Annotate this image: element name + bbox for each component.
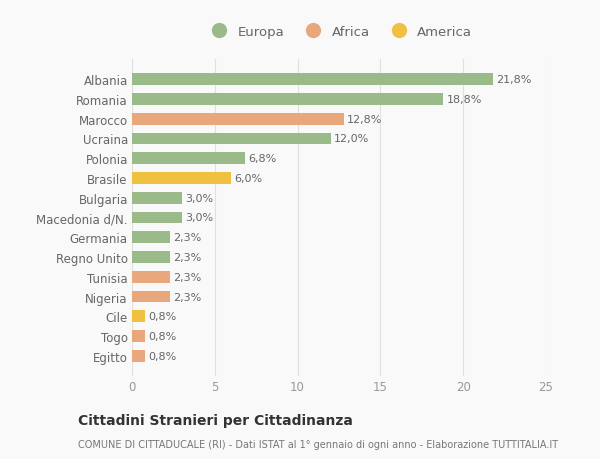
Bar xyxy=(132,350,145,362)
Bar xyxy=(132,271,170,283)
Bar xyxy=(132,252,170,263)
Bar xyxy=(132,311,145,323)
Bar xyxy=(132,212,182,224)
Bar xyxy=(132,291,170,303)
Text: 6,0%: 6,0% xyxy=(235,174,263,184)
Bar xyxy=(132,113,344,125)
Text: 6,8%: 6,8% xyxy=(248,154,276,164)
Text: 2,3%: 2,3% xyxy=(173,252,202,263)
Text: 2,3%: 2,3% xyxy=(173,233,202,243)
Text: 3,0%: 3,0% xyxy=(185,193,213,203)
Text: 2,3%: 2,3% xyxy=(173,272,202,282)
Text: 3,0%: 3,0% xyxy=(185,213,213,223)
Legend: Europa, Africa, America: Europa, Africa, America xyxy=(202,22,476,43)
Text: 0,8%: 0,8% xyxy=(149,351,177,361)
Text: 12,0%: 12,0% xyxy=(334,134,369,144)
Bar xyxy=(132,330,145,342)
Text: 12,8%: 12,8% xyxy=(347,114,383,124)
Text: 18,8%: 18,8% xyxy=(446,95,482,105)
Bar xyxy=(132,192,182,204)
Text: 0,8%: 0,8% xyxy=(149,312,177,322)
Text: 2,3%: 2,3% xyxy=(173,292,202,302)
Bar xyxy=(132,173,232,185)
Text: 21,8%: 21,8% xyxy=(496,75,532,85)
Bar xyxy=(132,232,170,244)
Bar xyxy=(132,74,493,86)
Text: 0,8%: 0,8% xyxy=(149,331,177,341)
Text: COMUNE DI CITTADUCALE (RI) - Dati ISTAT al 1° gennaio di ogni anno - Elaborazion: COMUNE DI CITTADUCALE (RI) - Dati ISTAT … xyxy=(78,440,558,449)
Bar xyxy=(132,153,245,165)
Bar xyxy=(132,94,443,106)
Bar xyxy=(132,133,331,145)
Text: Cittadini Stranieri per Cittadinanza: Cittadini Stranieri per Cittadinanza xyxy=(78,414,353,428)
